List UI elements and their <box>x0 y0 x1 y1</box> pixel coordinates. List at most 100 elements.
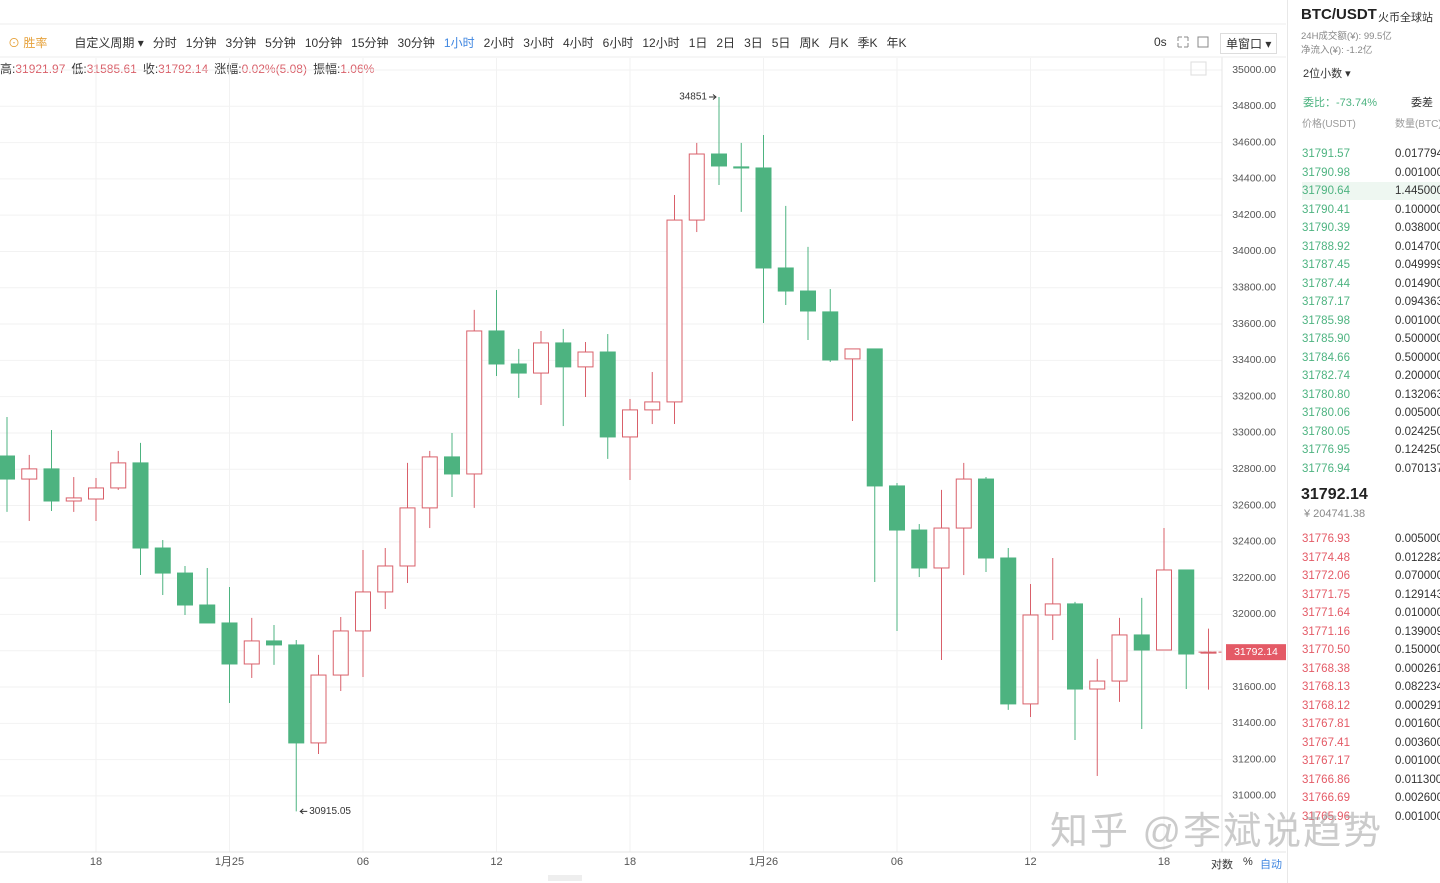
period[interactable]: 3小时 <box>523 35 554 50</box>
y-tick-label: 33600.00 <box>1232 318 1276 330</box>
period[interactable]: 3日 <box>744 35 763 50</box>
ask-row[interactable]: 31782.74 0.200000 <box>1302 367 1440 385</box>
winrate[interactable]: ⊙ 胜率 <box>8 35 48 50</box>
bid-row[interactable]: 31766.69 0.002600 <box>1302 789 1440 807</box>
y-tick-label: 34600.00 <box>1232 136 1276 148</box>
bid-row[interactable]: 31768.12 0.000291 <box>1302 697 1440 715</box>
bid-qty: 0.150000 <box>1395 644 1440 656</box>
period[interactable]: 30分钟 <box>397 35 435 50</box>
window-select[interactable]: 单窗口 ▾ <box>1220 33 1278 54</box>
ask-row[interactable]: 31787.45 0.049999 <box>1302 256 1440 274</box>
period[interactable]: 6小时 <box>602 35 634 50</box>
period[interactable]: 5分钟 <box>265 35 296 50</box>
period[interactable]: 4小时 <box>562 35 594 50</box>
last-cny: ¥ 204741.38 <box>1304 508 1366 520</box>
candle-body <box>844 348 861 360</box>
ask-qty: 0.014900 <box>1395 277 1440 290</box>
bid-row[interactable]: 31776.93 0.005000 <box>1302 530 1440 548</box>
bid-qty: 0.001000 <box>1395 755 1440 767</box>
bid-row[interactable]: 31768.38 0.000261 <box>1302 660 1440 678</box>
ask-row[interactable]: 31788.92 0.014700 <box>1302 238 1440 256</box>
period[interactable]: 1小时 <box>443 35 475 50</box>
period[interactable]: 周K <box>799 35 820 50</box>
auto-toggle[interactable]: 自动 <box>1260 859 1282 871</box>
period[interactable]: 2小时 <box>483 35 515 50</box>
candle-body <box>21 468 38 480</box>
ask-row[interactable]: 31785.98 0.001000 <box>1302 312 1440 330</box>
bid-row[interactable]: 31767.17 0.001000 <box>1302 752 1440 770</box>
ask-row[interactable]: 31780.80 0.132063 <box>1302 386 1440 404</box>
bid-row[interactable]: 31767.81 0.001600 <box>1302 715 1440 733</box>
period[interactable]: 月K <box>828 35 849 50</box>
toolbar: ⊙ 胜率 自定义周期 ▾ 分时 1分钟 3分钟 5分钟 10分钟 15分钟 30分钟 1小时 2… <box>8 34 907 50</box>
bid-row[interactable]: 31771.75 0.129143 <box>1302 586 1440 604</box>
bid-row[interactable]: 31772.06 0.070000 <box>1302 567 1440 585</box>
bid-qty: 0.001600 <box>1395 718 1440 730</box>
bid-row[interactable]: 31774.48 0.012282 <box>1302 549 1440 567</box>
candle-body <box>555 342 572 368</box>
info-item: 振幅:1.06% <box>313 60 374 77</box>
candle-body <box>822 311 839 361</box>
period[interactable]: 2日 <box>716 35 736 50</box>
period[interactable]: 分时 <box>152 35 177 50</box>
candle-body <box>0 455 15 480</box>
bid-row[interactable]: 31770.50 0.150000 <box>1302 641 1440 659</box>
period[interactable]: 3分钟 <box>225 35 257 50</box>
ask-qty: 0.005000 <box>1395 407 1440 419</box>
y-tick-label: 33800.00 <box>1232 282 1276 294</box>
ask-row[interactable]: 31776.95 0.124250 <box>1302 441 1440 459</box>
info-item: 高:31921.97 <box>0 60 65 77</box>
ask-row[interactable]: 31784.66 0.500000 <box>1302 349 1440 367</box>
ask-row[interactable]: 31787.17 0.094363 <box>1302 293 1440 311</box>
ask-row[interactable]: 31791.57 0.017794 <box>1302 145 1440 163</box>
info-label: 高: <box>0 62 16 76</box>
ask-row[interactable]: 31776.94 0.070137 <box>1302 460 1440 478</box>
candle-body <box>355 591 371 632</box>
ask-row[interactable]: 31790.64 1.445000 <box>1302 182 1440 200</box>
bid-row[interactable]: 31765.96 0.001000 <box>1302 808 1440 826</box>
ask-row[interactable]: 31780.05 0.024250 <box>1302 423 1440 441</box>
ask-row[interactable]: 31790.98 0.001000 <box>1302 164 1440 182</box>
candle-body <box>1089 680 1106 690</box>
log-toggle[interactable]: 对数 <box>1211 859 1233 871</box>
x-tick-label: 12 <box>1024 856 1036 868</box>
bid-row[interactable]: 31771.16 0.139009 <box>1302 623 1440 641</box>
period[interactable]: 1日 <box>688 35 708 50</box>
bid-price: 31772.06 <box>1302 570 1350 582</box>
candle-body <box>800 290 816 312</box>
bid-row[interactable]: 31771.64 0.010000 <box>1302 604 1440 622</box>
candle-body <box>488 330 505 365</box>
ask-row[interactable]: 31790.41 0.100000 <box>1302 201 1440 219</box>
decimals[interactable]: 2位小数 ▾ <box>1303 68 1351 80</box>
candle-body <box>510 363 527 374</box>
bid-price: 31770.50 <box>1302 644 1350 656</box>
period[interactable]: 5日 <box>771 35 791 50</box>
period[interactable]: 1分钟 <box>185 35 217 50</box>
candle-body <box>1178 569 1195 655</box>
ask-row[interactable]: 31780.06 0.005000 <box>1302 404 1440 422</box>
bid-row[interactable]: 31768.13 0.082234 <box>1302 678 1440 696</box>
percent-toggle[interactable]: % <box>1243 856 1253 868</box>
x-tick-label: 12 <box>490 856 502 868</box>
ask-row[interactable]: 31785.90 0.500000 <box>1302 330 1440 348</box>
period[interactable]: 15分钟 <box>351 35 389 50</box>
custom-period[interactable]: 自定义周期 ▾ <box>74 35 144 50</box>
bid-row[interactable]: 31766.86 0.011300 <box>1302 771 1440 789</box>
candle-body <box>1156 569 1172 651</box>
info-label: 收: <box>142 62 159 76</box>
bid-qty: 0.012282 <box>1395 551 1440 564</box>
y-tick-label: 34800.00 <box>1232 100 1276 112</box>
ratio: 委比：-73.74% <box>1303 97 1377 109</box>
x-tick-label: 1月26 <box>749 856 778 868</box>
info-item: 涨幅:0.02%(5.08) <box>214 60 307 77</box>
period[interactable]: 年K <box>886 35 907 50</box>
bid-row[interactable]: 31767.41 0.003600 <box>1302 734 1440 752</box>
period[interactable]: 季K <box>857 35 878 50</box>
ask-row[interactable]: 31790.39 0.038000 <box>1302 219 1440 237</box>
ask-row[interactable]: 31787.44 0.014900 <box>1302 275 1440 293</box>
candle-body <box>911 529 928 569</box>
last-price: 31792.14 <box>1301 486 1368 503</box>
ask-qty: 0.200000 <box>1395 370 1440 382</box>
period[interactable]: 12小时 <box>642 35 680 50</box>
period[interactable]: 10分钟 <box>304 35 343 50</box>
